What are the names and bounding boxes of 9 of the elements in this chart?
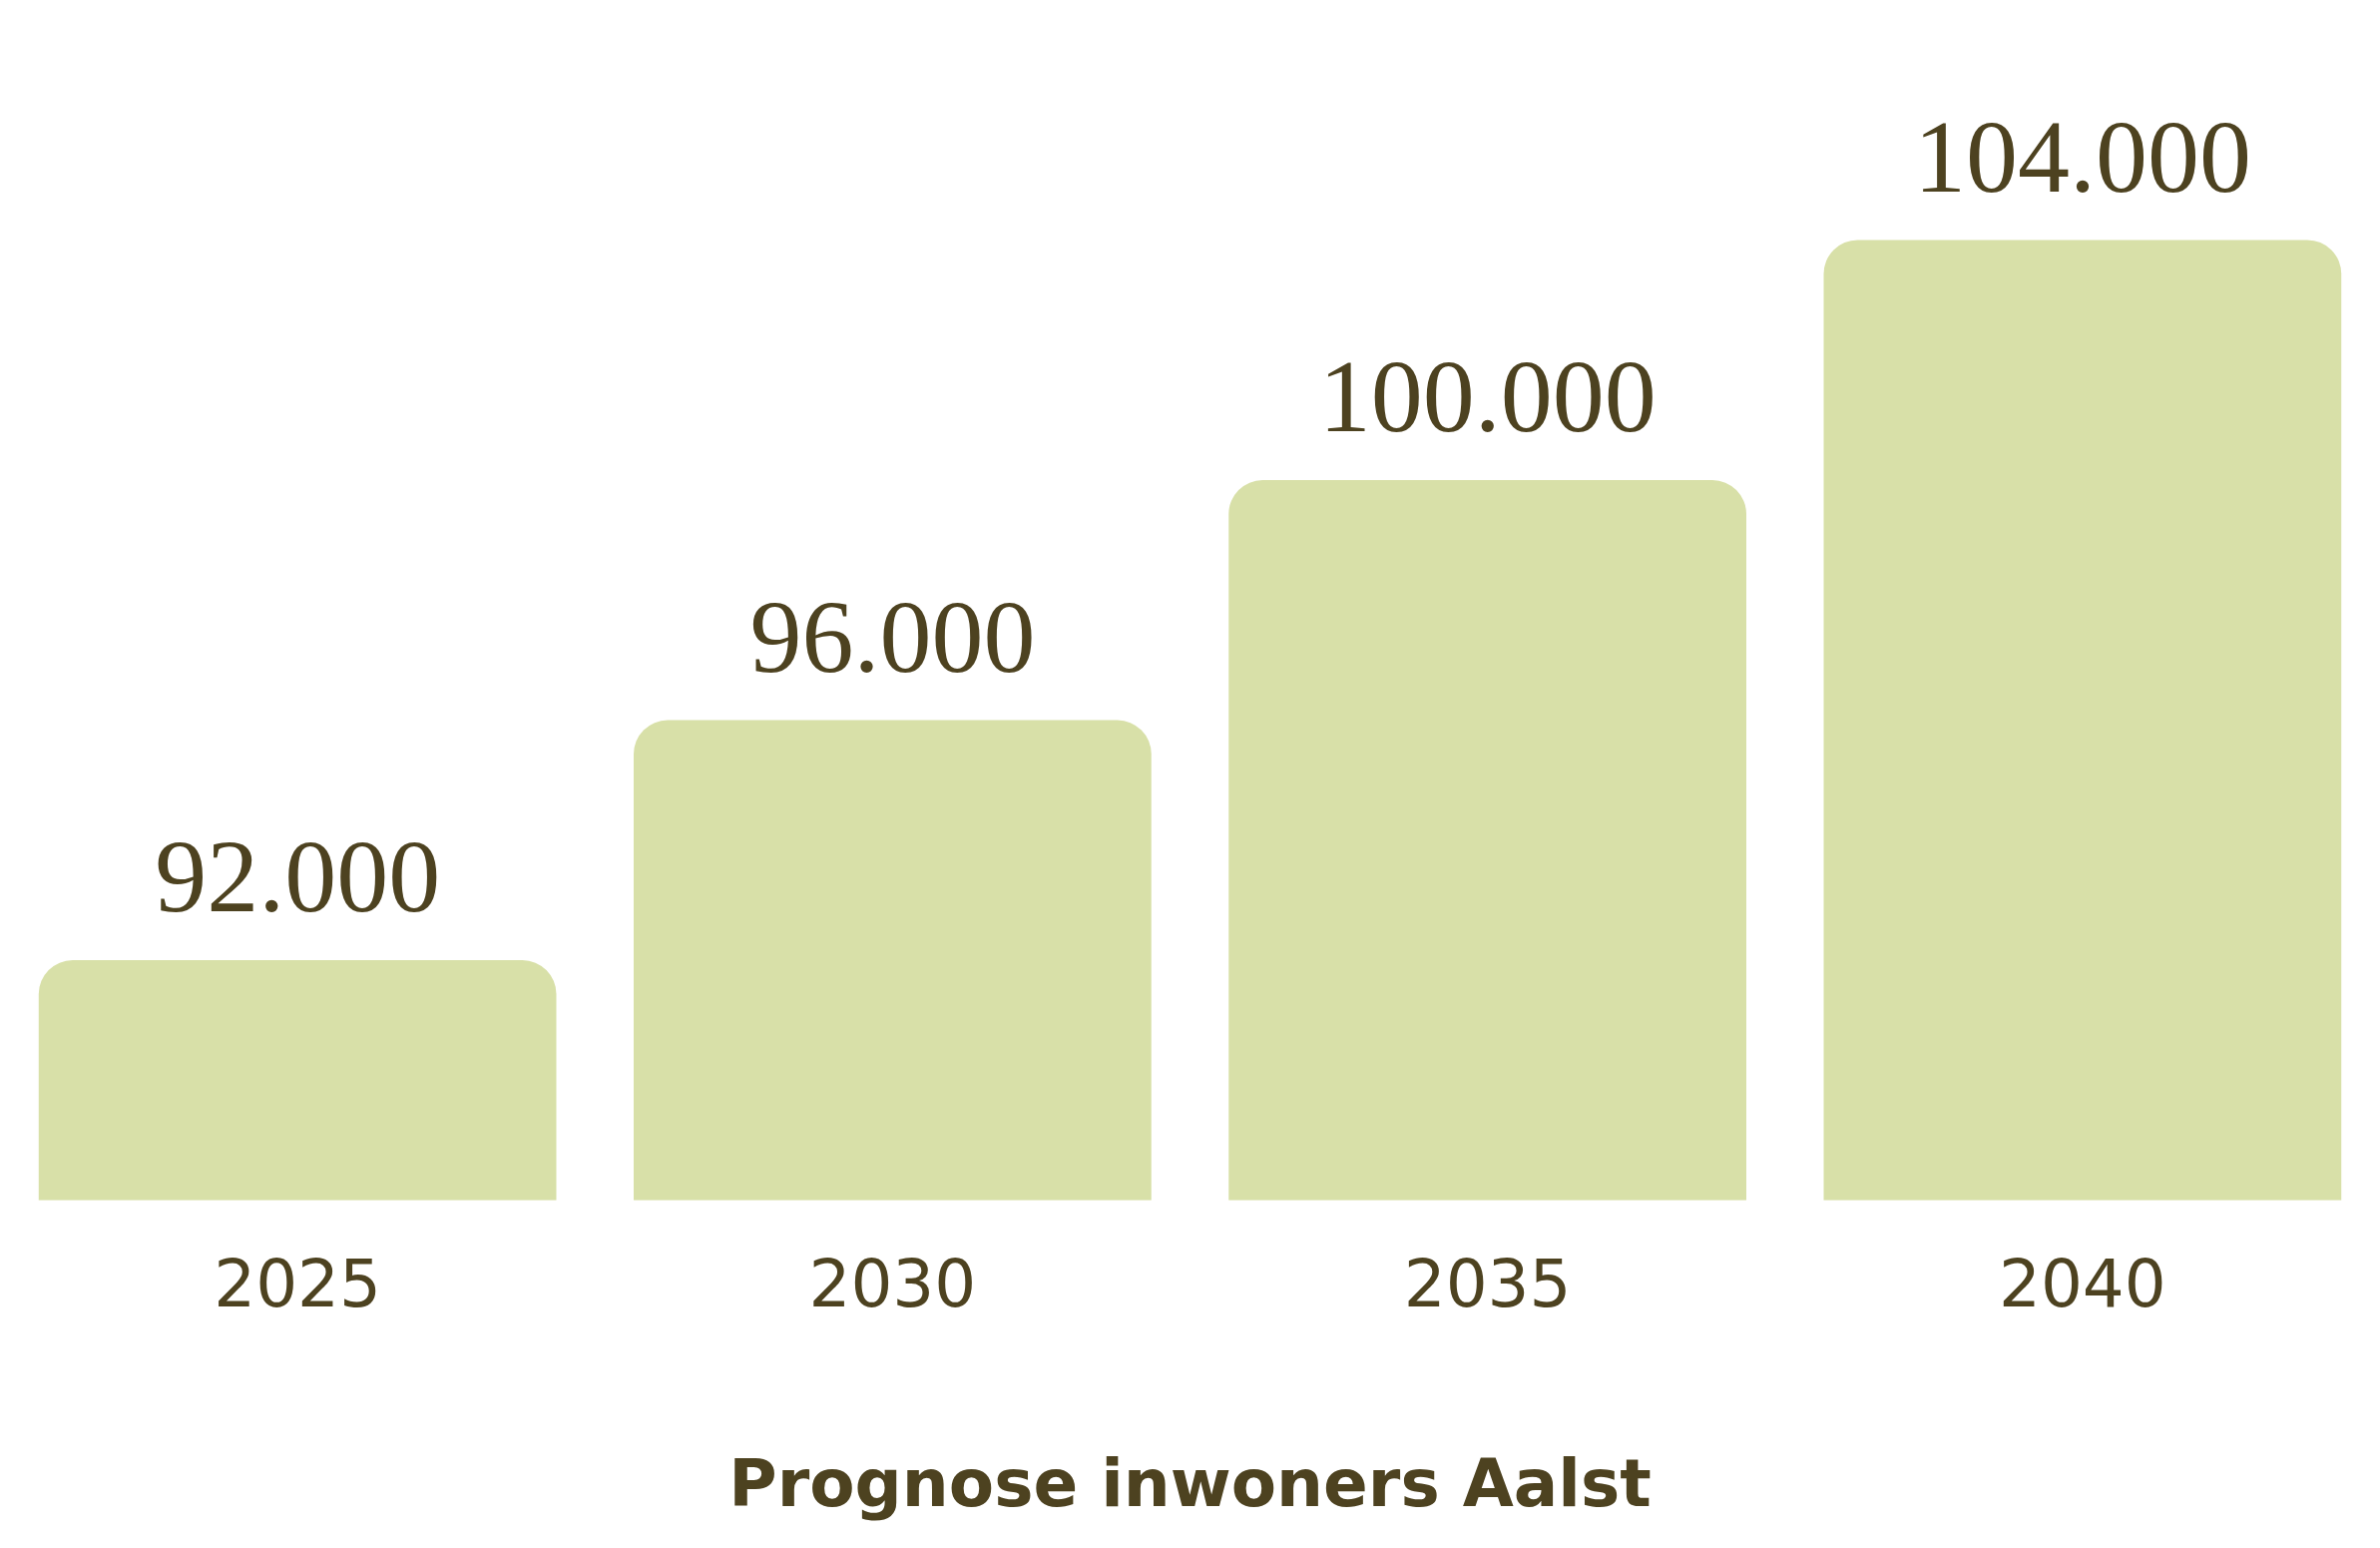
data-label: 104.000	[1913, 98, 2251, 214]
text: Prognose inwoners Aalst	[728, 1444, 1652, 1522]
data-label: 92.000	[155, 818, 441, 934]
x-tick-label: 2035	[1403, 1246, 1572, 1323]
data-label: 96.000	[749, 578, 1036, 694]
x-tick-label: 2025	[214, 1246, 382, 1323]
x-tick-label: 2040	[1998, 1246, 2166, 1323]
x-tick-label: 2030	[808, 1246, 977, 1323]
data-label: 100.000	[1318, 338, 1657, 454]
